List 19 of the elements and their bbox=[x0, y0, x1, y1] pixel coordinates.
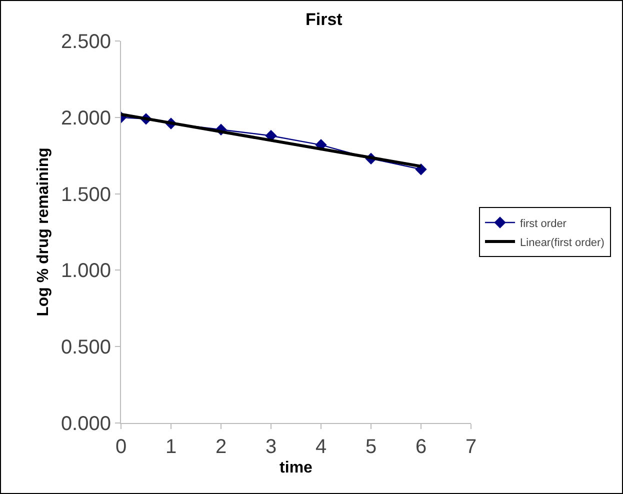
x-tick-label: 0 bbox=[115, 436, 127, 458]
x-tick-label: 1 bbox=[165, 436, 177, 458]
y-tick-label: 0.500 bbox=[60, 336, 111, 359]
x-tick-label: 5 bbox=[365, 436, 377, 458]
y-tick-label: 2.000 bbox=[60, 107, 111, 130]
y-tick-label: 2.500 bbox=[60, 31, 111, 53]
x-tick-label: 3 bbox=[265, 436, 277, 458]
legend-label: Linear(first order) bbox=[520, 236, 604, 249]
y-tick-label: 1.000 bbox=[60, 260, 111, 282]
y-tick-label: 0.000 bbox=[60, 413, 111, 435]
chart-title: First bbox=[306, 10, 343, 30]
y-tick-label: 1.500 bbox=[60, 184, 111, 206]
x-tick-label: 7 bbox=[465, 436, 477, 458]
x-tick-label: 2 bbox=[215, 436, 227, 458]
legend-label: first order bbox=[520, 218, 567, 230]
y-axis-title: Log % drug remaining bbox=[34, 148, 52, 316]
x-tick-label: 6 bbox=[415, 436, 427, 458]
x-axis-title: time bbox=[280, 460, 313, 477]
x-tick-label: 4 bbox=[315, 436, 327, 458]
